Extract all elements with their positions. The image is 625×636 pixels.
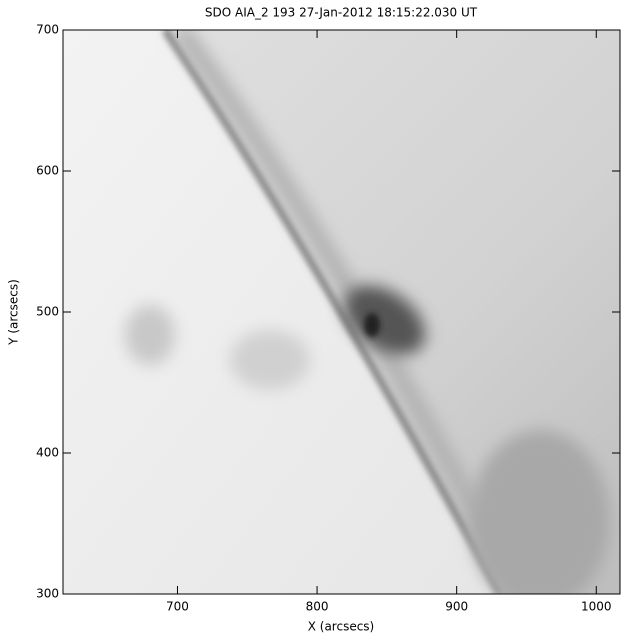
x-tick-label: 1000 [581, 600, 612, 614]
x-tick-label: 700 [166, 600, 189, 614]
x-tick-label: 900 [445, 600, 468, 614]
x-axis-label: X (arcsecs) [308, 620, 375, 634]
chart: SDO AIA_2 193 27-Jan-2012 18:15:22.030 U… [0, 0, 625, 636]
y-axis-label: Y (arcsecs) [7, 279, 21, 346]
y-tick-label: 700 [36, 23, 59, 37]
x-tick-label: 800 [306, 600, 329, 614]
solar-image [63, 30, 620, 610]
page: SDO AIA_2 193 27-Jan-2012 18:15:22.030 U… [0, 0, 625, 636]
y-tick-label: 600 [36, 164, 59, 178]
y-tick-label: 500 [36, 305, 59, 319]
y-tick-label: 400 [36, 446, 59, 460]
chart-title: SDO AIA_2 193 27-Jan-2012 18:15:22.030 U… [205, 6, 478, 20]
y-tick-label: 300 [36, 587, 59, 601]
